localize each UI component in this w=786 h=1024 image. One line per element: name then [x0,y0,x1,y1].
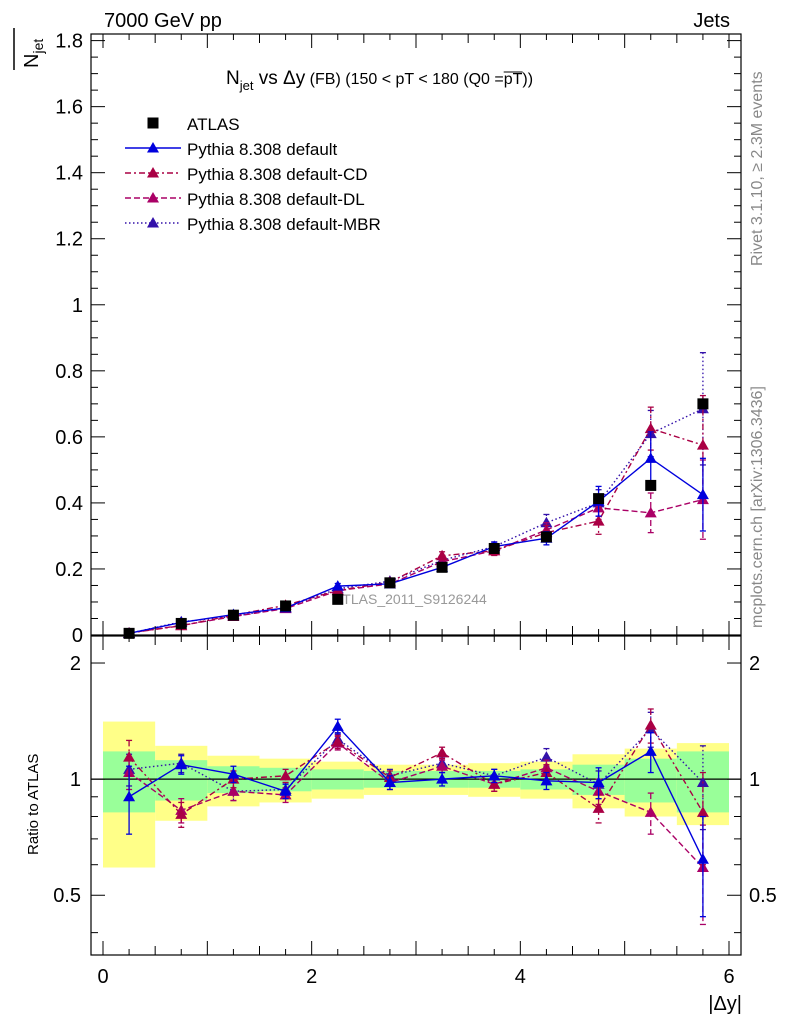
header-right: Jets [693,10,730,32]
top-line-default [128,457,704,635]
ratio-marker-cd-7 [488,778,501,789]
legend-label-cd: Pythia 8.308 default-CD [187,165,368,184]
ratio-marker-cd-10 [644,719,657,730]
top-marker-atlas-11 [697,398,709,410]
legend-marker-mbr [147,217,159,228]
x-axis-label: |Δy| [708,993,742,1015]
top-marker-atlas-8 [540,531,552,543]
ratio-marker-cd-6 [436,746,449,758]
top-ytick-label: 1.2 [55,229,83,251]
top-marker-atlas-10 [645,479,657,491]
bottom-ytick-label-right: 1 [749,769,760,791]
ratio-marker-cd-11 [696,806,709,817]
top-ytick-label: 0.2 [55,559,83,581]
top-title: Njet vs Δy (FB) (150 < pT < 180 (Q0 =pT)… [226,68,533,93]
top-marker-cd-9 [592,515,605,526]
ratio-marker-cd-9 [592,802,605,813]
top-ytick-label: 0 [72,625,83,647]
bottom-ytick-label-left: 1 [70,769,81,791]
top-ylabel-n: N [21,54,43,68]
legend-marker-cd [147,167,159,178]
ratio-marker-default-2 [227,768,240,779]
legend-label-dl: Pythia 8.308 default-DL [187,190,365,209]
bottom-panel: 0 2 4 6 0.5 0.5 1 1 2 2 [53,34,777,988]
top-ytick-label: 1.4 [55,163,83,185]
top-line-mbr [128,408,704,635]
ratio-marker-default-11 [696,853,709,864]
top-marker-atlas-9 [593,493,605,505]
bottom-ytick-label-right: 2 [749,653,760,675]
bottom-ytick-label-left: 0.5 [53,885,81,907]
ratio-marker-dl-10 [644,806,657,817]
mcplots-label: mcplots.cern.ch [arXiv:1306.3436] [749,386,766,628]
top-marker-atlas-3 [280,600,292,612]
top-marker-atlas-5 [384,577,396,589]
legend-marker-dl [147,192,159,203]
top-marker-atlas-6 [436,561,448,573]
xtick-label: 0 [97,966,108,988]
top-panel: 0 0.2 0.4 0.6 0.8 1 1.2 1.4 1.6 1.8 [55,31,742,647]
ratio-marker-default-5 [383,776,396,788]
xtick-label: 2 [306,966,317,988]
top-ylabel: Njet [13,28,46,70]
top-ytick-label: 1.6 [55,97,83,119]
ratio-marker-default-4 [331,720,344,731]
bottom-ytick-label-right: 0.5 [749,885,777,907]
legend-label-mbr: Pythia 8.308 default-MBR [187,215,381,234]
ratio-marker-default-10 [644,745,657,756]
ratio-marker-default-0 [123,790,136,802]
ratio-marker-default-8 [540,774,553,786]
legend-marker-default [147,142,159,153]
svg-text:Njet: Njet [21,39,46,68]
ratio-line-cd [128,723,704,816]
top-line-cd [128,427,704,634]
ratio-marker-default-9 [592,776,605,788]
top-marker-default-10 [644,452,657,463]
bottom-ylabel: Ratio to ATLAS [25,754,42,855]
top-marker-atlas-4 [332,593,344,605]
top-ytick-label: 0.4 [55,493,83,515]
legend-marker-atlas [147,117,159,129]
xtick-label: 6 [723,966,734,988]
top-ytick-label: 1.8 [55,31,83,53]
ratio-marker-dl-2 [227,785,240,796]
ratio-marker-default-7 [488,769,501,781]
top-marker-atlas-1 [175,617,187,629]
legend-label-default: Pythia 8.308 default [187,140,338,159]
top-ytick-label: 1 [72,295,83,317]
ratio-marker-cd-4 [331,735,344,747]
ratio-marker-mbr-8 [540,751,553,762]
top-ytick-label: 0.6 [55,427,83,449]
legend: ATLAS Pythia 8.308 default Pythia 8.308 de… [125,115,381,234]
top-marker-cd-11 [696,439,709,450]
ratio-marker-cd-0 [123,751,136,762]
ratio-marker-cd-1 [175,808,188,819]
top-marker-atlas-2 [227,609,239,621]
bottom-ytick-label-left: 2 [70,653,81,675]
top-marker-atlas-7 [488,542,500,554]
ratio-marker-default-3 [279,785,292,796]
ratio-marker-dl-6 [436,760,449,771]
ratio-marker-default-6 [436,773,449,784]
top-marker-cd-10 [644,422,657,434]
rivet-label: Rivet 3.1.10, ≥ 2.3M events [749,71,766,266]
ratio-marker-cd-3 [279,769,292,781]
top-line-dl [128,498,704,634]
legend-label-atlas: ATLAS [187,115,240,134]
top-marker-cd-6 [436,549,449,561]
top-marker-dl-10 [644,506,657,518]
top-ytick-label: 0.8 [55,361,83,383]
ratio-line-default [128,725,704,860]
top-marker-default-11 [696,488,709,500]
top-marker-mbr-8 [540,516,553,528]
watermark: ATLAS_2011_S9126244 [334,591,487,607]
header-left: 7000 GeV pp [104,10,222,32]
ratio-marker-cd-8 [540,766,553,778]
top-marker-default-4 [331,580,344,591]
ratio-marker-default-1 [175,758,188,770]
xtick-label: 4 [515,966,526,988]
top-ylabel-jet: jet [30,39,46,55]
